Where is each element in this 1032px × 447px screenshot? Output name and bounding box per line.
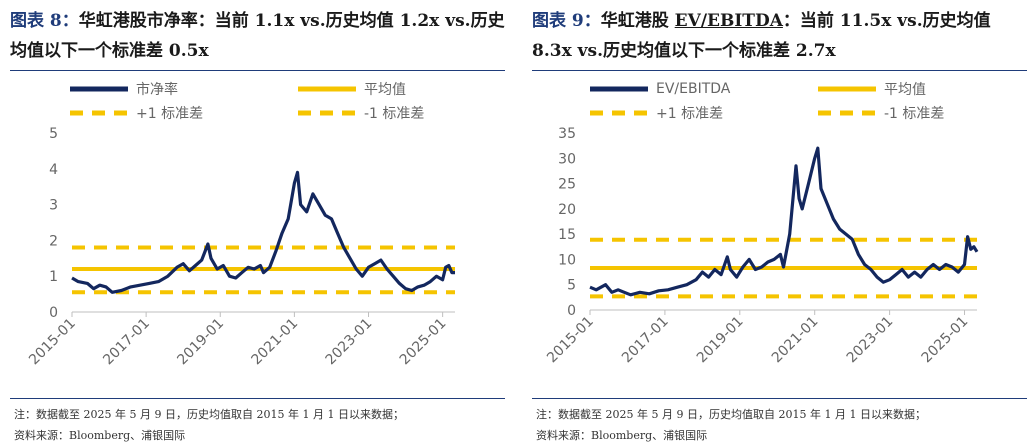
x-tick-label: 2017-01 [619, 314, 672, 367]
right-source: 资料来源：Bloomberg、浦银国际 [536, 429, 708, 442]
legend-label: 平均值 [884, 82, 926, 98]
y-tick-label: 10 [558, 252, 576, 268]
right-title-rule [532, 70, 1027, 71]
x-tick-label: 2017-01 [100, 316, 153, 369]
x-tick-label: 2023-01 [323, 316, 376, 369]
ev-ebitda-chart: 0 5 10 15 20 25 30 35 2015-01 2017-01 2019-01 2021-… [544, 126, 979, 367]
right-legend-minus: -1 标准差 [818, 104, 944, 122]
x-tick-label: 2021-01 [249, 316, 302, 369]
y-tick-label: 1 [49, 269, 58, 285]
right-bottom-rule [532, 398, 1027, 399]
y-tick-label: 3 [49, 198, 58, 214]
left-panel: 图表 8：华虹港股市净率：当前 1.1x vs.历史均值 1.2x vs.历史均… [0, 0, 510, 447]
legend-dash-swatch [70, 110, 128, 116]
y-tick-label: 5 [567, 278, 576, 294]
legend-label: +1 标准差 [136, 106, 204, 122]
x-tick-label: 2019-01 [174, 316, 227, 369]
left-source: 资料来源：Bloomberg、浦银国际 [14, 429, 186, 442]
legend-line-swatch [818, 86, 876, 92]
left-figure-number: 图表 8 [10, 11, 62, 31]
y-tick-label: 0 [49, 305, 58, 321]
right-title: 图表 9：华虹港股 EV/EBITDA：当前 11.5x vs.历史均值 8.3… [532, 11, 991, 61]
left-legend-mean: 平均值 [298, 80, 406, 98]
legend-label: -1 标准差 [364, 106, 425, 122]
left-note: 注：数据截至 2025 年 5 月 9 日，历史均值取自 2015 年 1 月 … [14, 408, 404, 421]
x-tick-label: 2015-01 [26, 316, 79, 369]
y-tick-label: 25 [558, 177, 576, 193]
x-tick-label: 2023-01 [844, 314, 897, 367]
x-tick-label: 2025-01 [919, 314, 972, 367]
left-bottom-rule [10, 398, 505, 399]
y-tick-label: 30 [558, 151, 576, 167]
series-line [589, 146, 979, 297]
legend-label: +1 标准差 [656, 106, 724, 122]
right-panel: 图表 9：华虹港股 EV/EBITDA：当前 11.5x vs.历史均值 8.3… [522, 0, 1032, 447]
right-figure-number: 图表 9 [532, 11, 584, 31]
y-tick-label: 0 [567, 303, 576, 319]
x-tick-label: 2021-01 [769, 314, 822, 367]
legend-label: 市净率 [136, 82, 178, 98]
x-tick-label: 2015-01 [544, 314, 597, 367]
left-title-text: 华虹港股市净率：当前 1.1x vs.历史均值 1.2x vs.历史均值以下一个… [10, 11, 505, 61]
x-tick-label: 2025-01 [397, 316, 450, 369]
legend-dash-swatch [818, 110, 876, 116]
y-tick-label: 2 [49, 233, 58, 249]
right-note: 注：数据截至 2025 年 5 月 9 日，历史均值取自 2015 年 1 月 … [536, 408, 926, 421]
y-tick-label: 35 [558, 126, 576, 142]
legend-dash-swatch [298, 110, 356, 116]
left-legend-minus: -1 标准差 [298, 104, 424, 122]
legend-label: 平均值 [364, 82, 406, 98]
left-title-rule [10, 70, 505, 71]
y-tick-label: 4 [49, 162, 58, 178]
left-legend-plus: +1 标准差 [70, 104, 203, 122]
legend-label: -1 标准差 [884, 106, 945, 122]
legend-line-swatch [298, 86, 356, 92]
legend-line-swatch [70, 86, 128, 92]
pb-chart: 0 1 2 3 4 5 2015-01 2017-01 2019-01 2021-01 2023-0… [26, 126, 455, 369]
right-title-metric: EV/EBITDA [674, 11, 783, 31]
y-tick-label: 5 [49, 126, 58, 142]
right-legend-series: EV/EBITDA [590, 80, 730, 98]
legend-line-swatch [590, 86, 648, 92]
y-tick-label: 20 [558, 202, 576, 218]
legend-label: EV/EBITDA [656, 81, 731, 97]
x-tick-label: 2019-01 [694, 314, 747, 367]
series-line [71, 170, 455, 294]
y-tick-label: 15 [558, 227, 576, 243]
right-legend-mean: 平均值 [818, 80, 926, 98]
left-legend-series: 市净率 [70, 80, 178, 98]
legend-dash-swatch [590, 110, 648, 116]
right-legend-plus: +1 标准差 [590, 104, 723, 122]
left-title: 图表 8：华虹港股市净率：当前 1.1x vs.历史均值 1.2x vs.历史均… [10, 11, 505, 61]
